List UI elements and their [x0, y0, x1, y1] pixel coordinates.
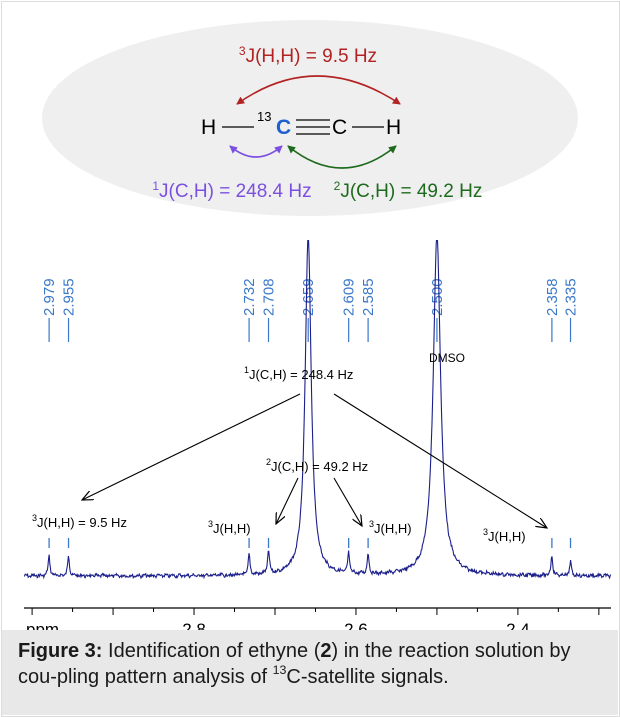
peak-label-text: 2.500	[429, 278, 446, 316]
peak-label: 2.979	[41, 278, 58, 342]
j1-ch-label: 1J(C,H) = 248.4 Hz	[152, 179, 311, 202]
molecule-h-right: H	[386, 116, 401, 139]
figure-caption: Figure 3: Identification of ethyne (2) i…	[18, 638, 603, 690]
caption-box: Figure 3: Identification of ethyne (2) i…	[2, 630, 618, 715]
peak-label: 2.659	[300, 278, 317, 342]
j3-annotation-right: 3J(H,H)	[483, 527, 526, 544]
peak-label-text: 2.585	[360, 278, 377, 316]
peak-labels: 2.979 2.955 2.732 2.708 2.659 2.609 2.585 2.500…	[41, 278, 580, 342]
spectrum-trace	[23, 240, 612, 580]
caption-label: Figure 3:	[18, 640, 103, 662]
peak-label-text: 2.979	[41, 278, 58, 316]
peak-label-text: 2.609	[341, 278, 358, 316]
peak-label: 2.955	[61, 278, 78, 342]
j2-pointer-left	[276, 477, 299, 524]
j2-annotation: 2J(C,H) = 49.2 Hz	[266, 457, 368, 474]
j2-ch-label: 2J(C,H) = 49.2 Hz	[334, 179, 483, 202]
peak-label-text: 2.335	[563, 278, 580, 316]
caption-text-b: ) in the reaction solution by cou-pling …	[18, 640, 571, 688]
j2-arrow	[287, 145, 397, 169]
caption-text-a: Identification of ethyne (	[102, 640, 321, 662]
caption-superscript: 13	[272, 663, 287, 678]
j3-annotation-mid: 3J(H,H)	[369, 519, 412, 536]
peak-label: 2.358	[544, 278, 561, 342]
peak-label-text: 2.955	[61, 278, 78, 316]
peak-label: 2.335	[563, 278, 580, 342]
molecule-c13: C	[276, 116, 291, 139]
peak-label: 2.609	[341, 278, 358, 342]
j3-hh-label: 3J(H,H) = 9.5 Hz	[239, 44, 377, 67]
caption-compound: 2	[320, 640, 332, 662]
peak-label-text: 2.708	[261, 278, 278, 316]
molecule-c: C	[332, 116, 347, 139]
scheme-background	[42, 20, 578, 216]
j1-pointer-left	[82, 393, 301, 500]
peak-label: 2.708	[261, 278, 278, 342]
isotope-label: 13	[257, 109, 271, 124]
satellite-ticks	[48, 538, 572, 548]
j3-annotation-left: 3J(H,H)	[208, 519, 251, 536]
j2-pointer-right	[333, 477, 362, 526]
peak-label: 2.500	[429, 278, 446, 342]
j1-annotation: 1J(C,H) = 248.4 Hz	[244, 365, 353, 382]
nmr-spectrum: 2.979 2.955 2.732 2.708 2.659 2.609 2.585 2.500…	[23, 240, 612, 639]
dmso-label: DMSO	[429, 351, 465, 365]
peak-label: 2.732	[241, 278, 258, 342]
peak-label-text: 2.659	[300, 278, 317, 316]
j3-arrow	[236, 75, 401, 105]
j1-arrow	[229, 145, 283, 158]
j3-far-annotation: 3J(H,H) = 9.5 Hz	[32, 513, 127, 530]
peak-label-text: 2.358	[544, 278, 561, 316]
molecule-h-left: H	[201, 116, 216, 139]
coupling-scheme: 3J(H,H) = 9.5 Hz H 13 C C H 1J(C,H) = 24…	[42, 20, 578, 216]
peak-label: 2.585	[360, 278, 377, 342]
j1-pointer-right	[333, 393, 547, 528]
caption-text-c: C-satellite signals.	[286, 666, 449, 688]
peak-label-text: 2.732	[241, 278, 258, 316]
